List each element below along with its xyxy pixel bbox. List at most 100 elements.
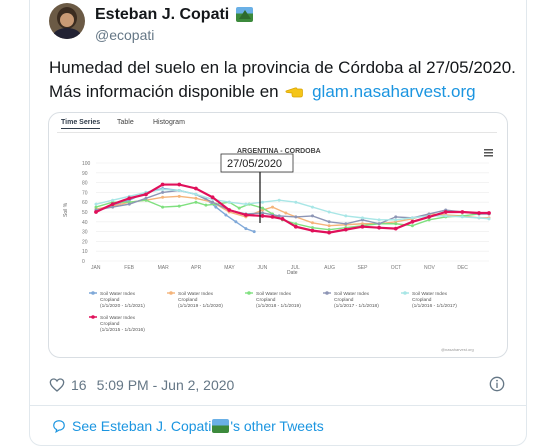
x-tick-label: AUG (324, 265, 335, 271)
x-tick-label: DEC (457, 265, 468, 271)
tweet-card (29, 0, 527, 446)
data-point (310, 214, 314, 218)
chart-menu-icon[interactable] (484, 149, 493, 157)
tweet-meta: 16 5:09 PM - Jun 2, 2020 (49, 377, 234, 393)
chart-watermark: @nasaharvest.org (441, 347, 474, 352)
data-point (310, 221, 314, 225)
see-other-tweets-prefix: See Esteban J. Copati (72, 418, 212, 434)
data-point (94, 210, 98, 214)
x-axis-label: Date (287, 270, 298, 276)
y-tick-label: 10 (82, 249, 88, 255)
data-point (327, 220, 331, 224)
legend-label: Cropland (334, 297, 354, 303)
data-point (237, 206, 241, 210)
data-point (327, 210, 331, 214)
data-point (377, 225, 381, 230)
data-point (293, 224, 298, 229)
info-icon[interactable] (489, 376, 505, 392)
legend-label: Cropland (178, 297, 198, 303)
data-point (161, 205, 165, 209)
mountain-flag-icon-footer (212, 419, 230, 433)
tab-histogram[interactable]: Histogram (153, 119, 185, 126)
data-point (394, 222, 398, 226)
data-point (477, 211, 481, 215)
data-point (327, 224, 331, 228)
data-point (360, 224, 365, 229)
data-point (111, 198, 115, 202)
legend-label: (1/1/2020 - 1/1/2021) (100, 303, 145, 309)
x-tick-label: MAR (158, 265, 170, 271)
legend-label: Soil Water Index (100, 291, 136, 297)
x-tick-label: JUN (258, 265, 268, 271)
data-point (252, 230, 256, 234)
x-tick-label: APR (191, 265, 202, 271)
mountain-flag-icon (236, 7, 253, 22)
pointing-hand-icon (285, 87, 304, 98)
data-point (327, 230, 332, 235)
data-point (210, 195, 215, 200)
avatar[interactable] (49, 3, 85, 39)
data-point (94, 202, 98, 206)
data-point (277, 214, 281, 218)
data-point (344, 214, 348, 218)
data-point (261, 206, 265, 210)
data-point (204, 203, 208, 207)
chart-title: ARGENTINA - CORDOBA (237, 148, 321, 155)
data-point (127, 202, 131, 206)
website-link[interactable]: glam.nasaharvest.org (312, 82, 476, 101)
legend-label: Soil Water Index (178, 291, 214, 297)
y-tick-label: 40 (82, 220, 88, 226)
heart-icon[interactable] (49, 377, 65, 393)
data-point (161, 195, 165, 199)
y-tick-label: 70 (82, 190, 88, 196)
legend-label: Cropland (100, 297, 120, 303)
author-handle[interactable]: @ecopati (95, 27, 155, 43)
data-point (377, 218, 381, 222)
data-point (487, 211, 491, 215)
tab-divider (57, 132, 497, 133)
author-name[interactable]: Esteban J. Copati (95, 6, 230, 23)
data-point (161, 187, 165, 191)
y-tick-label: 50 (82, 210, 88, 216)
data-point (277, 198, 281, 202)
series-line (95, 195, 489, 227)
data-point (444, 214, 448, 218)
legend-label: Soil Water Index (412, 291, 448, 297)
data-point (427, 215, 431, 219)
tab-table[interactable]: Table (117, 119, 134, 126)
x-tick-label: OCT (391, 265, 402, 271)
legend-label: Cropland (412, 297, 432, 303)
tweet-line-2-prefix: Más información disponible en (49, 82, 279, 101)
data-point (144, 196, 148, 200)
like-count[interactable]: 16 (71, 377, 87, 393)
data-point (194, 200, 198, 204)
data-point (177, 194, 181, 198)
data-point (343, 227, 348, 232)
tweet-timestamp[interactable]: 5:09 PM - Jun 2, 2020 (96, 377, 235, 393)
data-point (260, 214, 265, 218)
legend-label: Soil Water Index (100, 315, 136, 321)
see-other-tweets-link[interactable]: See Esteban J. Copati 's other Tweets (52, 418, 324, 434)
tweet-line-1: Humedad del suelo en la provincia de Cór… (49, 58, 516, 77)
legend-label: (1/1/2018 - 1/1/2019) (256, 303, 301, 309)
data-point (377, 222, 381, 226)
data-point (244, 227, 248, 231)
data-point (410, 219, 415, 224)
data-point (94, 205, 98, 209)
data-point (327, 228, 331, 232)
tab-time-series[interactable]: Time Series (61, 119, 101, 129)
legend-label: (1/1/2017 - 1/1/2018) (334, 303, 379, 309)
data-point (294, 215, 298, 219)
see-other-tweets-suffix: 's other Tweets (230, 418, 324, 434)
data-point (460, 215, 464, 219)
chart-image: Time Series Table Histogram ARGENTINA - … (48, 112, 508, 358)
footer-divider (30, 405, 526, 406)
data-point (194, 192, 198, 196)
data-point (194, 186, 198, 191)
